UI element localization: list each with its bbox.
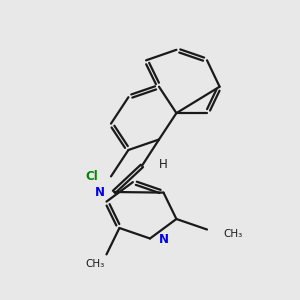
Text: Cl: Cl	[86, 170, 98, 183]
Text: N: N	[95, 186, 105, 199]
Text: H: H	[159, 158, 168, 171]
Text: CH₃: CH₃	[85, 259, 104, 269]
Text: CH₃: CH₃	[224, 229, 243, 239]
Text: N: N	[158, 233, 168, 246]
